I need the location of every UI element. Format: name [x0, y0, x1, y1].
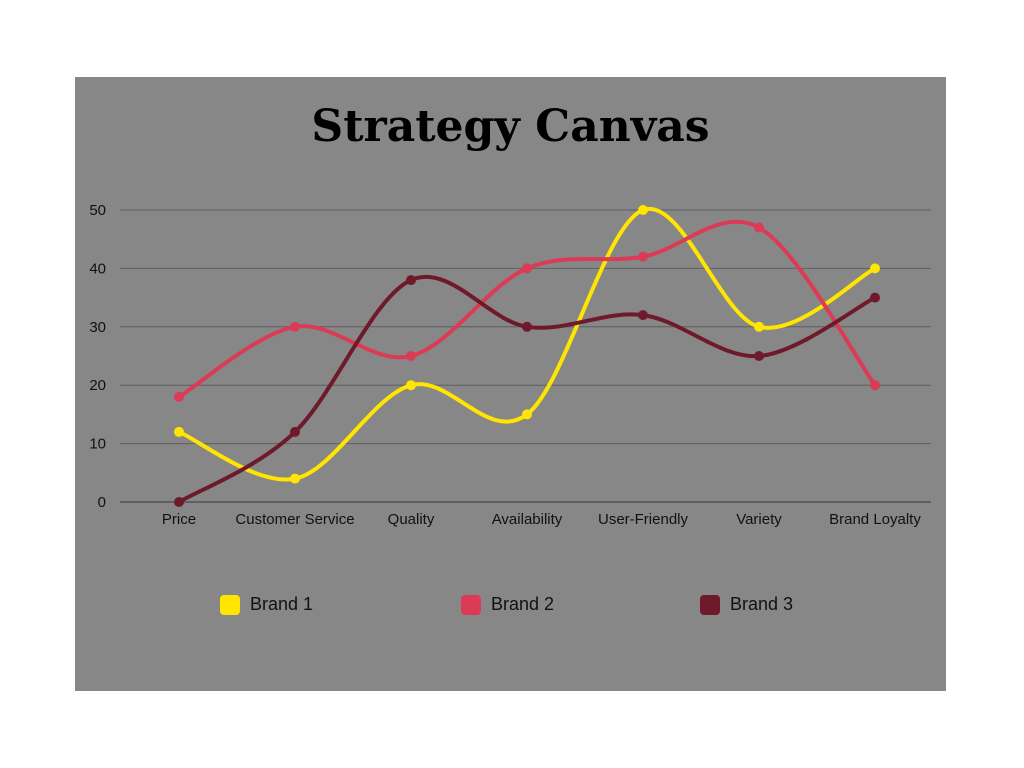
- x-tick-label-quality: Quality: [388, 511, 435, 528]
- data-point-brand-3-1: [174, 497, 184, 507]
- legend-swatch-brand-2: [461, 594, 481, 615]
- data-point-brand-1-3: [406, 380, 416, 391]
- data-point-brand-2-3: [406, 351, 416, 361]
- legend-swatch-brand-1: [220, 594, 240, 615]
- y-tick-label-30: 30: [89, 319, 106, 336]
- data-point-brand-2-5: [638, 251, 648, 262]
- x-tick-label-user-friendly: User-Friendly: [598, 511, 689, 528]
- y-tick-label-20: 20: [89, 377, 106, 394]
- y-tick-label-40: 40: [89, 260, 106, 277]
- legend-item-brand-3: Brand 3: [700, 594, 793, 615]
- data-point-brand-3-6: [754, 351, 764, 361]
- data-point-brand-1-5: [638, 205, 648, 215]
- legend-label-brand-2: Brand 2: [491, 594, 555, 614]
- y-tick-label-50: 50: [89, 202, 106, 219]
- legend-swatch-brand-3: [700, 594, 720, 615]
- data-point-brand-3-5: [638, 310, 648, 321]
- x-tick-label-variety: Variety: [736, 511, 782, 528]
- series-line-brand-1: [177, 206, 877, 482]
- series-line-brand-3: [177, 274, 877, 504]
- legend-item-brand-2: Brand 2: [461, 594, 554, 615]
- data-point-brand-2-2: [290, 321, 300, 332]
- data-point-brand-3-3: [406, 275, 416, 286]
- data-point-brand-2-6: [754, 222, 764, 233]
- data-point-brand-2-4: [522, 263, 532, 274]
- data-point-brand-1-6: [754, 321, 764, 332]
- chart-title: Strategy Canvas: [311, 101, 710, 152]
- y-tick-label-0: 0: [98, 494, 106, 511]
- x-tick-label-availability: Availability: [492, 511, 563, 528]
- legend-label-brand-3: Brand 3: [730, 594, 794, 614]
- data-point-brand-2-1: [174, 391, 184, 402]
- data-point-brand-2-7: [870, 380, 880, 391]
- x-tick-label-brand-loyalty: Brand Loyalty: [829, 511, 921, 528]
- data-point-brand-1-4: [522, 409, 532, 420]
- legend-item-brand-1: Brand 1: [220, 594, 313, 615]
- data-point-brand-1-2: [290, 473, 300, 484]
- data-point-brand-1-1: [174, 426, 184, 437]
- legend-label-brand-1: Brand 1: [250, 594, 314, 614]
- data-point-brand-3-2: [290, 426, 300, 437]
- data-point-brand-3-4: [522, 321, 532, 332]
- x-tick-label-price: Price: [162, 511, 196, 528]
- data-point-brand-1-7: [870, 263, 880, 274]
- chart-panel: 0 10 20 30 40 50 Price Customer Service Quality A…: [75, 77, 946, 691]
- data-point-brand-3-7: [870, 292, 880, 303]
- y-tick-label-10: 10: [89, 436, 106, 453]
- series-line-brand-2: [177, 219, 877, 399]
- chart-plot: 0 10 20 30 40 50 Price Customer Service Quality A…: [89, 202, 931, 528]
- x-tick-label-customer-service: Customer Service: [235, 511, 354, 528]
